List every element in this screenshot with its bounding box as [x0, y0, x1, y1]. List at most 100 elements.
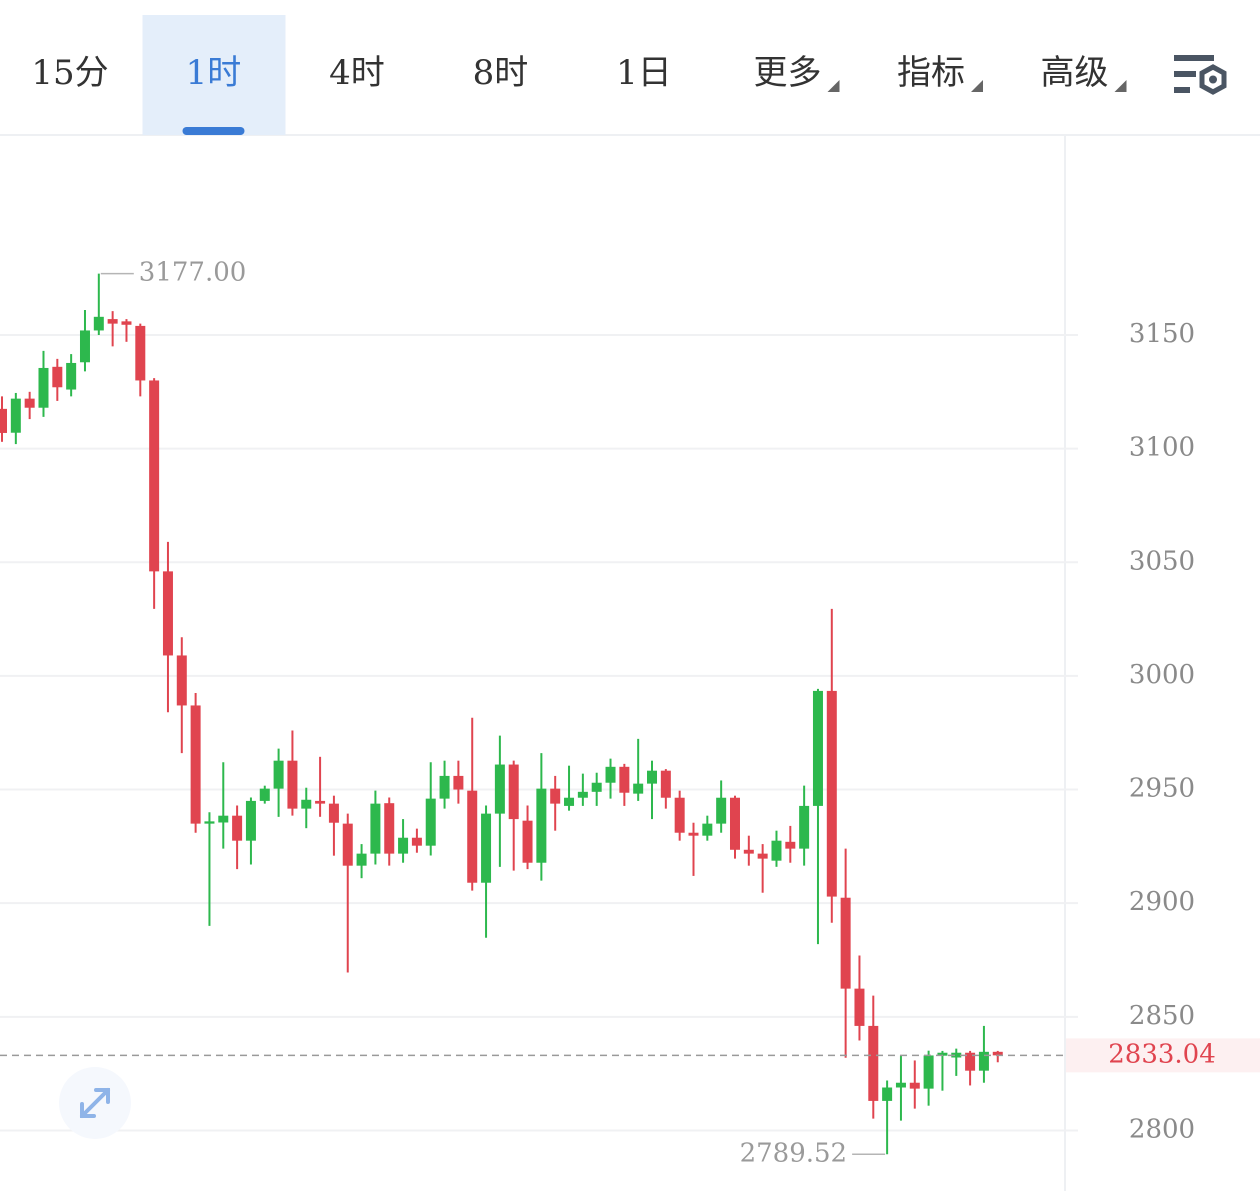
dropdown-caret: [1114, 80, 1127, 92]
candle-body: [923, 1055, 934, 1089]
candle-body: [702, 823, 713, 836]
candle-body: [785, 841, 796, 849]
candle-body: [992, 1051, 1003, 1056]
candle-body: [978, 1051, 989, 1071]
y-tick-label: 3150: [1129, 319, 1195, 349]
y-tick-label: 3000: [1129, 660, 1195, 690]
dropdown-caret: [971, 80, 983, 92]
candle-body: [245, 800, 256, 841]
annotation-label: 3177.00: [139, 258, 247, 288]
candle-body: [868, 1025, 879, 1101]
tab[interactable]: 1日: [616, 53, 672, 93]
candle-body: [743, 849, 754, 854]
tab-label: 8时: [473, 53, 529, 93]
tab[interactable]: 15分: [31, 53, 108, 93]
candle-body: [716, 797, 727, 824]
candle-body: [550, 788, 561, 804]
candle-body: [190, 705, 201, 824]
tab-label: 1时: [186, 53, 242, 93]
candle-body: [425, 798, 436, 846]
candle-body: [909, 1082, 920, 1089]
tab-label: 4时: [329, 53, 385, 93]
candle-body: [674, 797, 685, 833]
candle-body: [411, 837, 422, 846]
tab[interactable]: 更多: [754, 53, 840, 93]
candle-body: [328, 803, 339, 823]
candle-body: [79, 330, 90, 363]
tab-label: 指标: [897, 53, 965, 93]
candle-body: [660, 770, 671, 798]
settings-icon[interactable]: [1174, 55, 1227, 95]
y-tick-label: 2800: [1129, 1114, 1195, 1144]
candle-body: [882, 1087, 893, 1101]
candle-body: [854, 988, 865, 1026]
candle-body: [591, 782, 602, 792]
candle-body: [204, 821, 215, 824]
candle-body: [107, 319, 118, 324]
candle-body: [757, 853, 768, 859]
candle-body: [619, 766, 630, 793]
candle-body: [951, 1052, 962, 1058]
plot: 2800 2850 2900 2950 3000 3050 3100 3150 3177.00 2…: [0, 258, 1260, 1168]
tabs: 15分 1时 4时 8时 1日 更多 指标 高级: [31, 15, 1127, 135]
candle-body: [149, 380, 160, 572]
candle-body: [522, 820, 533, 863]
tab-label: 更多: [754, 53, 822, 93]
candle-body: [647, 770, 658, 784]
candle-body: [398, 837, 409, 854]
candle-body: [38, 367, 49, 408]
candle-body: [273, 760, 284, 789]
tab-active-bg: [142, 15, 286, 135]
candle-body: [232, 815, 243, 841]
candle-body: [564, 797, 575, 806]
tab[interactable]: 指标: [897, 53, 983, 93]
tab[interactable]: 高级: [1041, 53, 1127, 93]
candle-body: [218, 815, 229, 823]
candle-body: [356, 853, 367, 866]
candle-body: [799, 805, 810, 849]
candle-body: [162, 571, 173, 656]
candle-body: [688, 832, 699, 836]
candle-body: [259, 788, 270, 801]
tab[interactable]: 8时: [473, 53, 529, 93]
candle-body: [301, 799, 312, 809]
candle-body: [10, 398, 21, 433]
candle-body: [93, 316, 104, 331]
candle-body: [633, 783, 644, 794]
candle-body: [729, 797, 740, 850]
candle-body: [0, 408, 7, 433]
candle-body: [577, 791, 588, 798]
candle-body: [439, 775, 450, 799]
candle-body: [840, 897, 851, 989]
tab-label: 1日: [616, 53, 672, 93]
candle-body: [52, 366, 63, 388]
dropdown-caret: [827, 80, 840, 92]
last-price-bg: [1066, 1038, 1260, 1073]
candle-body: [467, 790, 478, 883]
y-tick-label: 3100: [1129, 433, 1195, 463]
tab[interactable]: 1时: [142, 15, 286, 135]
candle-body: [121, 321, 132, 325]
expand-button[interactable]: [59, 1067, 131, 1139]
candle-body: [937, 1052, 948, 1056]
y-tick-label: 2900: [1129, 887, 1195, 917]
candle-body: [315, 800, 326, 804]
candle-body: [508, 764, 519, 820]
y-tick-label: 3050: [1129, 546, 1195, 576]
candle-body: [965, 1052, 976, 1071]
candle-body: [287, 760, 298, 809]
y-tick-label: 2950: [1129, 774, 1195, 804]
candle-body: [536, 788, 547, 863]
candle-body: [771, 840, 782, 861]
y-tick-label: 2850: [1129, 1001, 1195, 1031]
candle-body: [605, 766, 616, 783]
tab[interactable]: 4时: [329, 53, 385, 93]
tab-label: 高级: [1041, 53, 1109, 93]
candle-body: [895, 1082, 906, 1088]
candle-body: [384, 803, 395, 854]
tab-indicator: [182, 127, 245, 135]
last-price-label: 2833.04: [1108, 1039, 1216, 1069]
candle-body: [481, 813, 492, 883]
tab-label: 15分: [31, 53, 108, 93]
